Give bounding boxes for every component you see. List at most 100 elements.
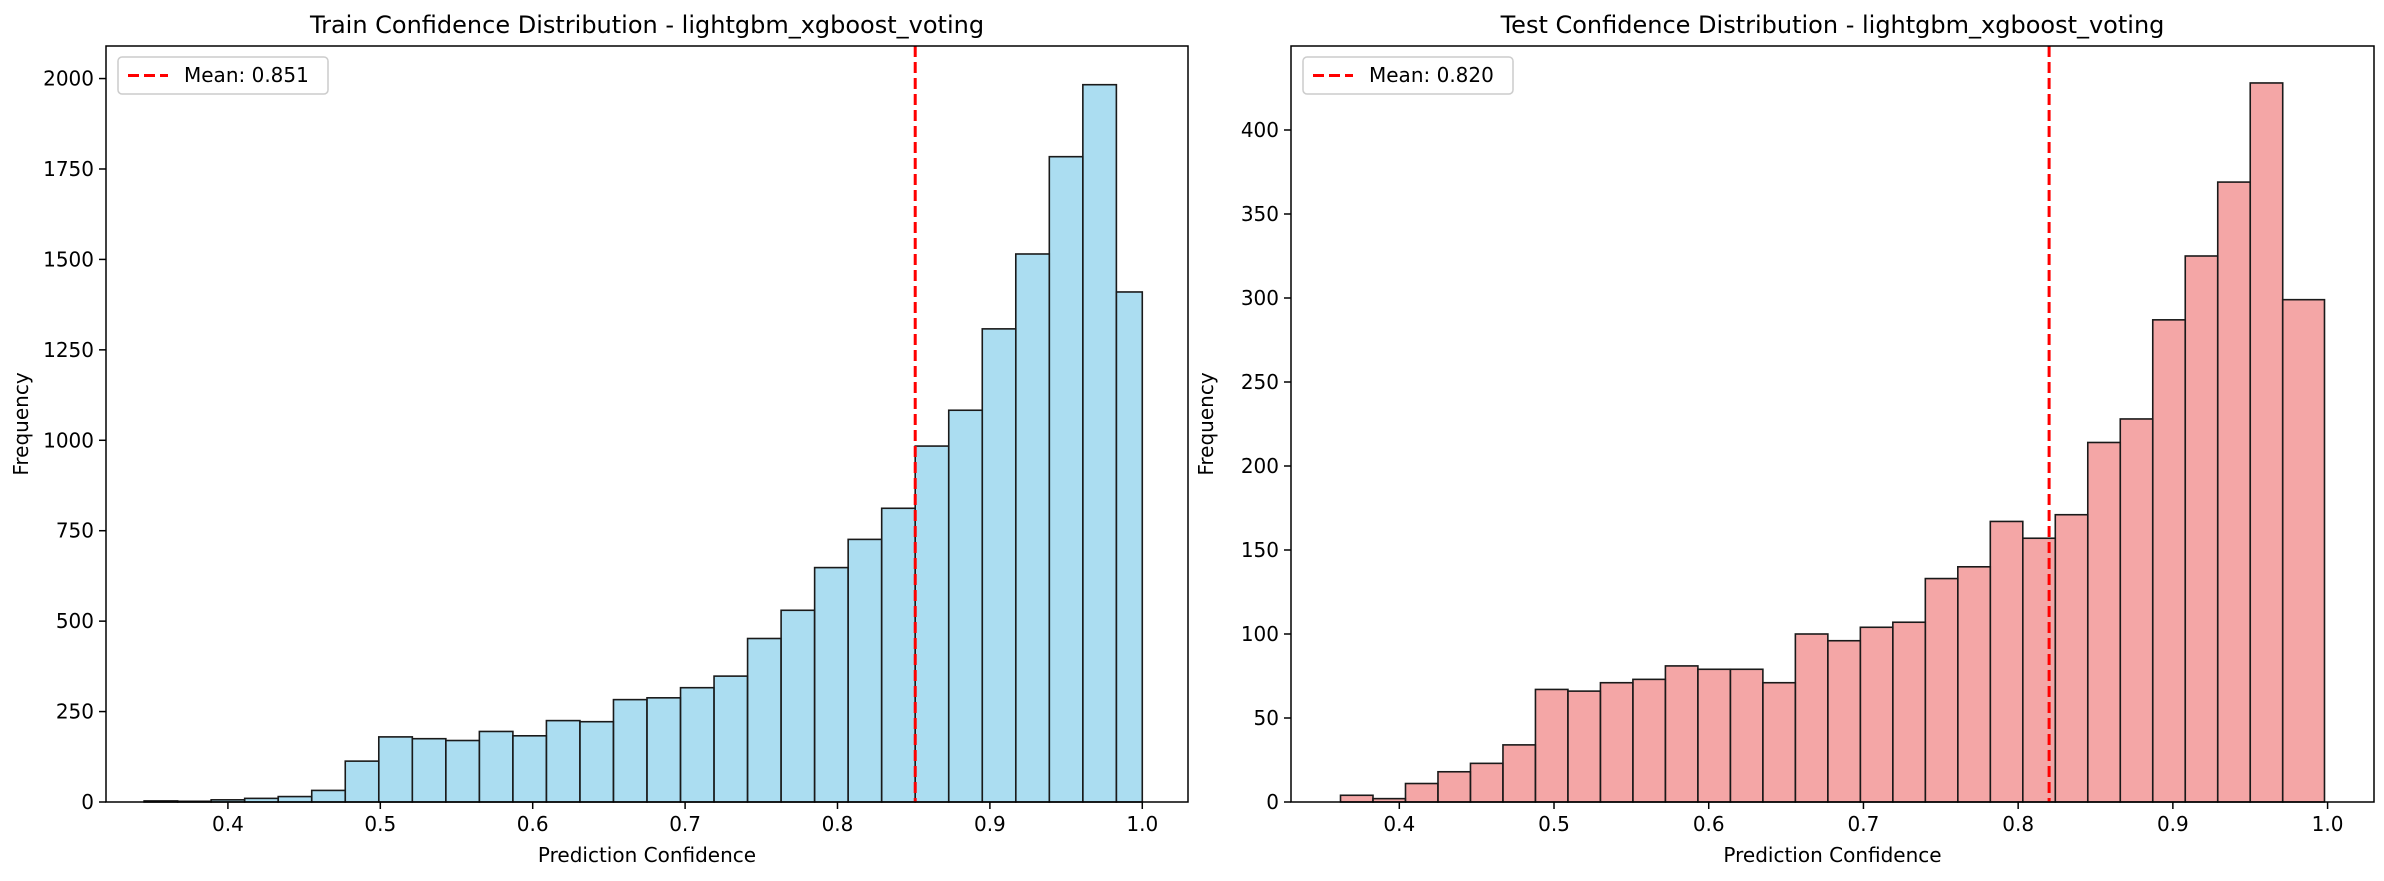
histogram-bar bbox=[2249, 82, 2284, 803]
axes-frame bbox=[1290, 45, 2375, 803]
x-tick-label: 0.9 bbox=[2157, 812, 2189, 836]
histogram-bar bbox=[1827, 639, 1862, 803]
histogram-bar bbox=[746, 637, 782, 803]
histogram-bar bbox=[1437, 770, 1472, 803]
histogram-bar bbox=[1599, 681, 1634, 803]
y-tick-label: 100 bbox=[1241, 622, 1279, 646]
chart-title: Train Confidence Distribution - lightgbm… bbox=[309, 11, 984, 39]
histogram-bar bbox=[1115, 291, 1144, 803]
x-tick-label: 0.6 bbox=[1693, 812, 1725, 836]
histogram-bar bbox=[780, 609, 816, 803]
x-tick-label: 0.8 bbox=[822, 812, 854, 836]
histogram-bar bbox=[277, 795, 313, 803]
histogram-bar bbox=[512, 734, 548, 803]
y-tick-label: 1000 bbox=[43, 428, 94, 452]
histogram-bar bbox=[947, 409, 984, 803]
y-tick-label: 150 bbox=[1241, 538, 1279, 562]
train-confidence-chart: 0.4 0.5 0.6 0.7 0.8 0.9 1.0 0 250 500 750 1000 1250 1… bbox=[9, 11, 1189, 867]
x-tick-label: 0.6 bbox=[517, 812, 549, 836]
histogram-bar bbox=[1567, 690, 1602, 803]
histogram-bar bbox=[1404, 782, 1439, 803]
x-tick-label: 0.8 bbox=[2002, 812, 2034, 836]
axes-frame bbox=[105, 45, 1189, 803]
histogram-bar bbox=[1502, 744, 1537, 803]
y-tick-label: 1500 bbox=[43, 247, 94, 271]
x-tick-label: 0.5 bbox=[1538, 812, 1570, 836]
test-confidence-chart: 0.4 0.5 0.6 0.7 0.8 0.9 1.0 0 50 100 150 200 250 300 3… bbox=[1194, 11, 2375, 867]
histogram-bar bbox=[1957, 565, 1992, 803]
histogram-bar bbox=[1892, 621, 1927, 803]
histogram-bar bbox=[1469, 762, 1504, 803]
histogram-bar bbox=[2086, 441, 2122, 803]
histogram-bar bbox=[914, 445, 950, 803]
chart-title: Test Confidence Distribution - lightgbm_… bbox=[1500, 11, 2165, 39]
histogram-bar bbox=[847, 538, 883, 803]
histogram-bar bbox=[1082, 83, 1118, 803]
x-axis-label: Prediction Confidence bbox=[538, 843, 756, 867]
histogram-bar bbox=[880, 507, 917, 803]
y-axis-label: Frequency bbox=[1194, 372, 1218, 475]
histogram-bar bbox=[1794, 633, 1829, 803]
y-tick-label: 250 bbox=[56, 700, 94, 724]
histogram-bar bbox=[1859, 626, 1894, 803]
histogram-bar bbox=[2281, 298, 2326, 803]
histogram-bar bbox=[1014, 253, 1051, 803]
histogram-bar bbox=[1729, 668, 1764, 803]
y-tick-label: 2000 bbox=[43, 67, 94, 91]
legend-box bbox=[117, 56, 329, 95]
y-tick-label: 50 bbox=[1254, 706, 1279, 730]
histogram-bar bbox=[713, 675, 749, 803]
x-tick-label: 0.5 bbox=[364, 812, 396, 836]
histogram-bar bbox=[2216, 181, 2252, 803]
x-tick-label: 0.7 bbox=[669, 812, 701, 836]
histogram-bar bbox=[813, 566, 849, 803]
histogram-bar bbox=[545, 719, 581, 803]
y-tick-label: 350 bbox=[1241, 202, 1279, 226]
legend-label: Mean: 0.820 bbox=[1369, 63, 1494, 87]
y-tick-label: 0 bbox=[1266, 790, 1279, 814]
histogram-bar bbox=[1924, 577, 1959, 803]
histogram-bar bbox=[646, 697, 682, 803]
histogram-bar bbox=[679, 686, 715, 803]
y-tick-label: 0 bbox=[81, 790, 94, 814]
histogram-bar bbox=[1989, 520, 2024, 803]
histogram-bar bbox=[2054, 513, 2089, 803]
histogram-bar bbox=[344, 760, 380, 803]
y-tick-label: 400 bbox=[1241, 118, 1279, 142]
legend-box bbox=[1302, 56, 1514, 95]
y-axis-label: Frequency bbox=[9, 372, 33, 475]
histogram-bar bbox=[411, 737, 447, 803]
y-tick-label: 1250 bbox=[43, 338, 94, 362]
x-tick-label: 0.4 bbox=[1383, 812, 1415, 836]
legend-label: Mean: 0.851 bbox=[184, 63, 309, 87]
histogram-bar bbox=[612, 698, 648, 803]
y-tick-label: 500 bbox=[56, 609, 94, 633]
histogram-bar bbox=[1762, 681, 1797, 803]
x-tick-label: 1.0 bbox=[2312, 812, 2344, 836]
histogram-bar bbox=[2184, 255, 2219, 803]
x-tick-label: 1.0 bbox=[1126, 812, 1158, 836]
y-tick-label: 1750 bbox=[43, 157, 94, 181]
histogram-bar bbox=[2151, 319, 2187, 803]
x-tick-label: 0.9 bbox=[974, 812, 1006, 836]
histogram-bar bbox=[981, 328, 1017, 803]
histogram-bar bbox=[2119, 418, 2154, 803]
x-axis-label: Prediction Confidence bbox=[1723, 843, 1941, 867]
histogram-bar bbox=[1339, 794, 1374, 803]
histogram-bar bbox=[1048, 155, 1084, 803]
histogram-bar bbox=[310, 789, 347, 803]
x-tick-label: 0.4 bbox=[212, 812, 244, 836]
histogram-bar bbox=[1664, 665, 1699, 803]
histogram-bar bbox=[1697, 668, 1732, 803]
histogram-bar bbox=[478, 730, 514, 803]
x-tick-label: 0.7 bbox=[1848, 812, 1880, 836]
histogram-bar bbox=[445, 739, 481, 803]
histogram-bar bbox=[377, 736, 414, 803]
histogram-bar bbox=[579, 720, 615, 803]
y-tick-label: 750 bbox=[56, 519, 94, 543]
histogram-bar bbox=[1534, 688, 1569, 803]
y-tick-label: 200 bbox=[1241, 454, 1279, 478]
y-tick-label: 250 bbox=[1241, 370, 1279, 394]
y-tick-label: 300 bbox=[1241, 286, 1279, 310]
